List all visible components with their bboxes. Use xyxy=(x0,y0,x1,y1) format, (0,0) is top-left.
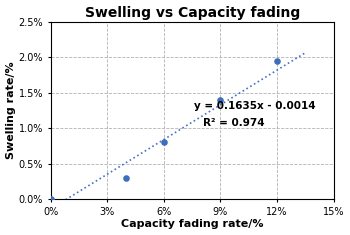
Point xyxy=(218,98,223,102)
Point xyxy=(48,197,54,201)
Title: Swelling vs Capacity fading: Swelling vs Capacity fading xyxy=(84,6,300,20)
Text: R² = 0.974: R² = 0.974 xyxy=(203,118,265,128)
Point xyxy=(274,59,280,63)
Y-axis label: Swelling rate/%: Swelling rate/% xyxy=(6,62,15,159)
Point xyxy=(161,141,167,144)
Point xyxy=(123,176,129,180)
X-axis label: Capacity fading rate/%: Capacity fading rate/% xyxy=(121,219,264,229)
Text: y = 0.1635x - 0.0014: y = 0.1635x - 0.0014 xyxy=(194,101,316,111)
